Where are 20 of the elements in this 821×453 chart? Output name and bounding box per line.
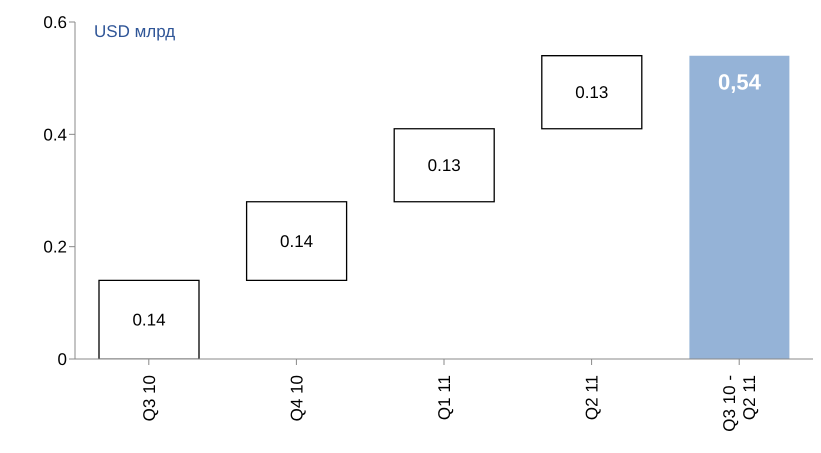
data-label: 0.13 (575, 83, 608, 102)
data-label: 0.14 (132, 310, 166, 330)
x-tick-label: Q2 11 (582, 375, 602, 420)
bar (98, 280, 200, 359)
y-tick-label: 0.2 (43, 238, 67, 257)
bar (689, 56, 790, 359)
bar (541, 55, 642, 130)
data-label: 0.14 (280, 232, 314, 252)
y-tick-label: 0.4 (43, 125, 67, 144)
bar (246, 201, 348, 282)
y-tick-label: 0.6 (43, 13, 67, 32)
unit-note: USD млрд (94, 22, 176, 42)
x-tick-label: Q3 10 (140, 375, 159, 422)
y-tick-label: 0 (58, 350, 67, 370)
data-label: 0,54 (718, 70, 762, 95)
x-tick-label: Q1 11 (435, 375, 454, 420)
data-label: 0.13 (428, 156, 461, 176)
x-tick-label: Q4 10 (287, 375, 306, 422)
x-tick-label: Q3 10 - Q2 11 (720, 375, 760, 432)
bar (394, 128, 495, 202)
